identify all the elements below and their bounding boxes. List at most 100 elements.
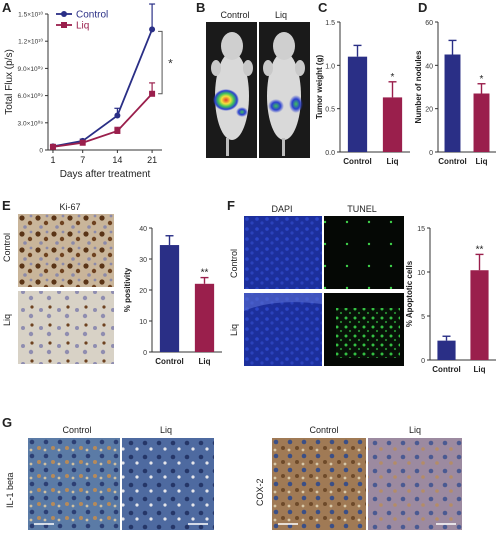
- chartC-bar-control: [347, 56, 368, 152]
- chartD-bar-control: [444, 54, 461, 152]
- chartC-ytick-label: 0.5: [325, 107, 335, 114]
- chart-a-ytick-label: 3.0×10⁰⁹: [18, 119, 44, 127]
- ki67-ihc-images: [18, 214, 114, 364]
- chart-d-nodules: 0 20 40 60 Number of nodules Control Liq *: [414, 20, 496, 166]
- chartE-significance: **: [201, 268, 209, 279]
- chart-a-point-control: [149, 26, 156, 33]
- panel-g-left-label-control: Control: [62, 425, 92, 435]
- chartE-category-label: Liq: [199, 357, 211, 366]
- chart-a-significance: *: [168, 57, 173, 71]
- panel-f-row-liq: Liq: [229, 323, 239, 336]
- panel-g-right-label-liq: Liq: [408, 425, 421, 435]
- panel-letter-a: A: [2, 0, 12, 15]
- panel-b-label-liq: Liq: [274, 10, 287, 20]
- chartD-bar-liq: [473, 93, 490, 152]
- chartD-ytick-label: 0: [429, 150, 433, 157]
- chart-a-ytick-label: 0: [39, 148, 43, 155]
- panel-letter-c: C: [318, 0, 328, 15]
- chartC-significance: *: [391, 72, 395, 83]
- chart-a-legend-marker: [61, 22, 67, 28]
- panel-f-label-tunel: TUNEL: [347, 204, 377, 214]
- chart-a-xtick-label: 21: [147, 155, 157, 165]
- chartC-bar-liq: [382, 97, 403, 152]
- chartD-significance: *: [480, 74, 484, 85]
- chartE-ytick-label: 10: [139, 319, 147, 326]
- panel-b-label-control: Control: [220, 10, 250, 20]
- mouse-control-image: [211, 32, 253, 156]
- chartC-ytick-label: 0.0: [325, 150, 335, 157]
- chart-a-point-liq: [49, 143, 56, 150]
- chart-a-significance-bracket: [158, 30, 163, 95]
- panel-e-row-liq: Liq: [2, 313, 12, 326]
- chart-a-point-control: [114, 112, 121, 119]
- chartF-category-label: Control: [432, 365, 460, 374]
- chartD-ytick-label: 60: [425, 20, 433, 27]
- chartC-ytick-label: 1.0: [325, 63, 335, 70]
- chartC-category-label: Control: [343, 157, 371, 166]
- panel-e-row-control: Control: [2, 232, 12, 262]
- chartE-category-label: Control: [155, 357, 183, 366]
- chartE-ytick-label: 30: [139, 257, 147, 264]
- chart-a-ytick-label: 6.0×10⁰⁹: [18, 92, 44, 100]
- chartC-ytick-label: 1.5: [325, 20, 335, 27]
- chartF-ytick-label: 10: [417, 270, 425, 277]
- chartF-bar-control: [437, 340, 456, 360]
- panel-g-left-label-liq: Liq: [159, 425, 172, 435]
- chartE-ylabel: % positivity: [123, 267, 132, 312]
- chartD-category-label: Liq: [476, 157, 488, 166]
- chartF-significance: **: [476, 244, 484, 255]
- chart-a-xtick-label: 1: [50, 155, 55, 165]
- panel-f-row-control: Control: [229, 248, 239, 278]
- chart-a-legend-marker: [61, 11, 67, 17]
- panel-letter-f: F: [227, 198, 235, 213]
- chartC-ylabel: Tumor weight (g): [315, 55, 324, 120]
- chartF-ytick-label: 0: [421, 358, 425, 365]
- chartD-category-label: Control: [438, 157, 466, 166]
- chartF-ytick-label: 15: [417, 226, 425, 233]
- chart-a-ytick-label: 1.2×10¹⁰: [18, 38, 43, 46]
- chart-a-xtick-label: 7: [80, 155, 85, 165]
- chartD-ylabel: Number of nodules: [414, 50, 423, 123]
- chartD-ytick-label: 20: [425, 107, 433, 114]
- chart-a-point-liq: [149, 90, 156, 97]
- panel-g-right-stain: COX-2: [255, 478, 265, 506]
- chart-f-apoptotic: 0 5 10 15 % Apoptotic cells Control Liq **: [405, 226, 496, 374]
- chart-a-ytick-label: 1.5×10¹⁰: [18, 11, 43, 19]
- chart-a-xlabel: Days after treatment: [60, 169, 151, 180]
- chart-a-legend-control: Control: [76, 10, 108, 21]
- chartE-ytick-label: 20: [139, 288, 147, 295]
- chartE-ytick-label: 40: [139, 226, 147, 233]
- panel-g-left-stain: IL-1 beta: [5, 472, 15, 508]
- chart-c-tumor-weight: 0.0 0.5 1.0 1.5 Tumor weight (g) Control Liq *: [315, 20, 410, 166]
- panel-letter-b: B: [196, 0, 206, 15]
- chart-a-line-control: [52, 29, 153, 148]
- chartF-ytick-label: 5: [421, 314, 425, 321]
- chartC-category-label: Liq: [387, 157, 399, 166]
- tunel-fluorescence-images: [244, 216, 404, 366]
- chart-a-total-flux: 0 3.0×10⁰⁹ 6.0×10⁰⁹ 9.0×10⁰⁹ 1.2×10¹⁰ 1.5×10¹…: [4, 3, 173, 180]
- chartE-ytick-label: 0: [143, 350, 147, 357]
- panel-letter-g: G: [2, 415, 13, 430]
- chartF-category-label: Liq: [474, 365, 486, 374]
- chart-a-ylabel: Total Flux (p/s): [4, 49, 15, 115]
- chartF-ylabel: % Apoptotic cells: [405, 260, 414, 327]
- panel-f-label-dapi: DAPI: [271, 204, 293, 214]
- mouse-imaging-panel: [206, 22, 310, 158]
- chartD-ytick-label: 40: [425, 63, 433, 70]
- chart-a-point-liq: [79, 139, 86, 146]
- cox2-ihc-images: [272, 438, 462, 530]
- panel-letter-d: D: [418, 0, 428, 15]
- chart-a-legend-liq: Liq: [76, 21, 89, 32]
- chart-a-line-liq: [52, 93, 153, 148]
- chart-e-ki67: 0 10 20 30 40 % positivity Control Liq **: [123, 226, 222, 366]
- mouse-liq-image: [263, 32, 305, 156]
- panel-e-stain-label: Ki-67: [59, 202, 81, 212]
- panel-letter-e: E: [2, 198, 11, 213]
- chart-a-ytick-label: 9.0×10⁰⁹: [18, 65, 44, 73]
- chartF-bar-liq: [470, 270, 489, 360]
- panel-g-right-label-control: Control: [309, 425, 339, 435]
- chart-a-xtick-label: 14: [112, 155, 122, 165]
- chartE-bar-liq: [194, 283, 215, 352]
- chart-a-point-liq: [114, 127, 121, 134]
- chartE-bar-control: [159, 245, 180, 352]
